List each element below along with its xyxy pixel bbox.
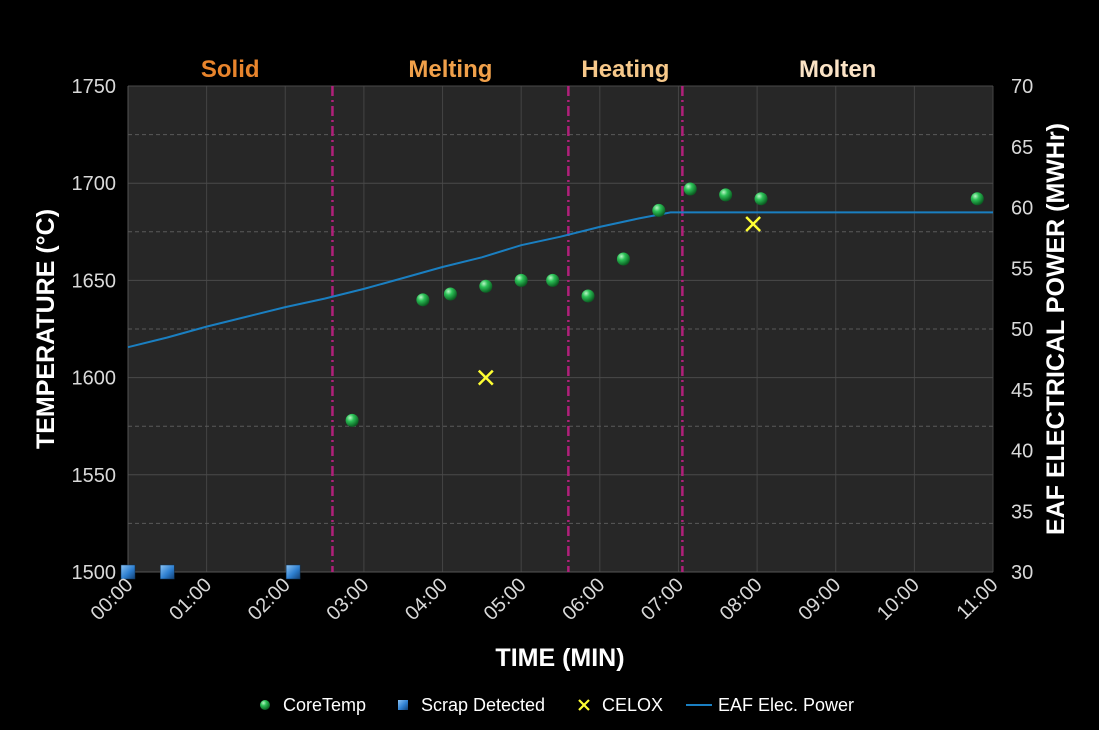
phase-label-melting: Melting (408, 56, 492, 83)
coretemp-point (719, 188, 733, 202)
legend-label: CELOX (602, 695, 663, 715)
right-tick-label: 40 (1011, 441, 1033, 463)
scrap-detected-point (120, 564, 136, 580)
legend-item: CoreTemp (260, 695, 366, 715)
scrap-detected-point (285, 564, 301, 580)
plot-area (128, 86, 993, 572)
phase-label-molten: Molten (799, 56, 876, 83)
celox-point (477, 369, 494, 386)
legend-square-swatch (398, 700, 408, 710)
legend-label: CoreTemp (283, 695, 366, 715)
left-tick-label: 1750 (72, 76, 117, 98)
coretemp-point (970, 192, 984, 206)
coretemp-point (443, 287, 457, 301)
celox-point (745, 216, 762, 232)
x-axis-ticks: 00:00 01:00 02:00 03:00 04:00 05:00 06:00 07:00… (87, 574, 1003, 625)
left-axis-title: TEMPERATURE (°C) (32, 209, 60, 449)
x-tick-label: 05:00 (480, 574, 531, 625)
left-tick-label: 1700 (72, 173, 117, 195)
x-tick-label: 04:00 (401, 574, 452, 625)
x-tick-label: 03:00 (322, 574, 373, 625)
phase-label-solid: Solid (201, 56, 260, 83)
right-tick-label: 30 (1011, 562, 1033, 584)
right-tick-label: 55 (1011, 258, 1033, 280)
right-tick-label: 35 (1011, 501, 1033, 523)
right-tick-label: 70 (1011, 76, 1033, 98)
legend-sphere-swatch (260, 700, 270, 710)
left-tick-label: 1650 (72, 270, 117, 292)
data-markers (120, 182, 984, 580)
x-tick-label: 11:00 (953, 574, 1003, 624)
power-line-path (127, 211, 993, 349)
left-tick-label: 1500 (72, 562, 117, 584)
phase-labels: Solid Melting Heating Molten (201, 56, 876, 83)
x-tick-label: 08:00 (716, 574, 767, 625)
coretemp-point (416, 293, 430, 307)
legend-label: EAF Elec. Power (718, 695, 854, 715)
power-series (127, 211, 993, 349)
right-tick-label: 60 (1011, 198, 1033, 220)
legend-item: CELOX (578, 695, 663, 715)
celox-point-stroke (745, 216, 762, 232)
coretemp-point (683, 182, 697, 196)
coretemp-point (652, 203, 666, 217)
right-tick-label: 65 (1011, 137, 1033, 159)
legend: CoreTemp Scrap Detected CELOX EAF Elec. Pow… (260, 695, 854, 715)
left-axis-ticks: 1500 1550 1600 1650 1700 1750 (72, 76, 117, 584)
right-tick-label: 50 (1011, 319, 1033, 341)
scrap-detected-point (160, 564, 175, 580)
coretemp-point (514, 273, 528, 287)
x-axis-title: TIME (MIN) (495, 644, 624, 672)
right-axis-title: EAF ELECTRICAL POWER (MWHr) (1042, 123, 1070, 535)
legend-x-swatch (578, 699, 590, 711)
phase-boundaries (331, 86, 684, 572)
gridlines (127, 85, 994, 573)
x-tick-label: 10:00 (873, 574, 924, 625)
right-axis-ticks: 30 35 40 45 50 55 60 65 70 (1011, 76, 1033, 584)
left-tick-label: 1600 (72, 368, 117, 390)
x-tick-label: 07:00 (637, 574, 688, 625)
coretemp-point (754, 192, 768, 206)
coretemp-point (581, 289, 595, 303)
right-tick-label: 45 (1011, 380, 1033, 402)
coretemp-point (345, 413, 359, 427)
phase-label-heating: Heating (581, 56, 669, 83)
x-tick-label: 02:00 (244, 574, 295, 625)
legend-label: Scrap Detected (421, 695, 545, 715)
x-tick-label: 09:00 (794, 574, 845, 625)
x-tick-label: 06:00 (558, 574, 609, 625)
coretemp-point (616, 252, 630, 266)
celox-point-stroke (477, 369, 494, 386)
left-tick-label: 1550 (72, 465, 117, 487)
coretemp-point (546, 273, 560, 287)
legend-item: EAF Elec. Power (686, 695, 854, 715)
x-tick-label: 01:00 (165, 574, 216, 625)
legend-item: Scrap Detected (398, 695, 545, 715)
coretemp-point (479, 279, 493, 293)
